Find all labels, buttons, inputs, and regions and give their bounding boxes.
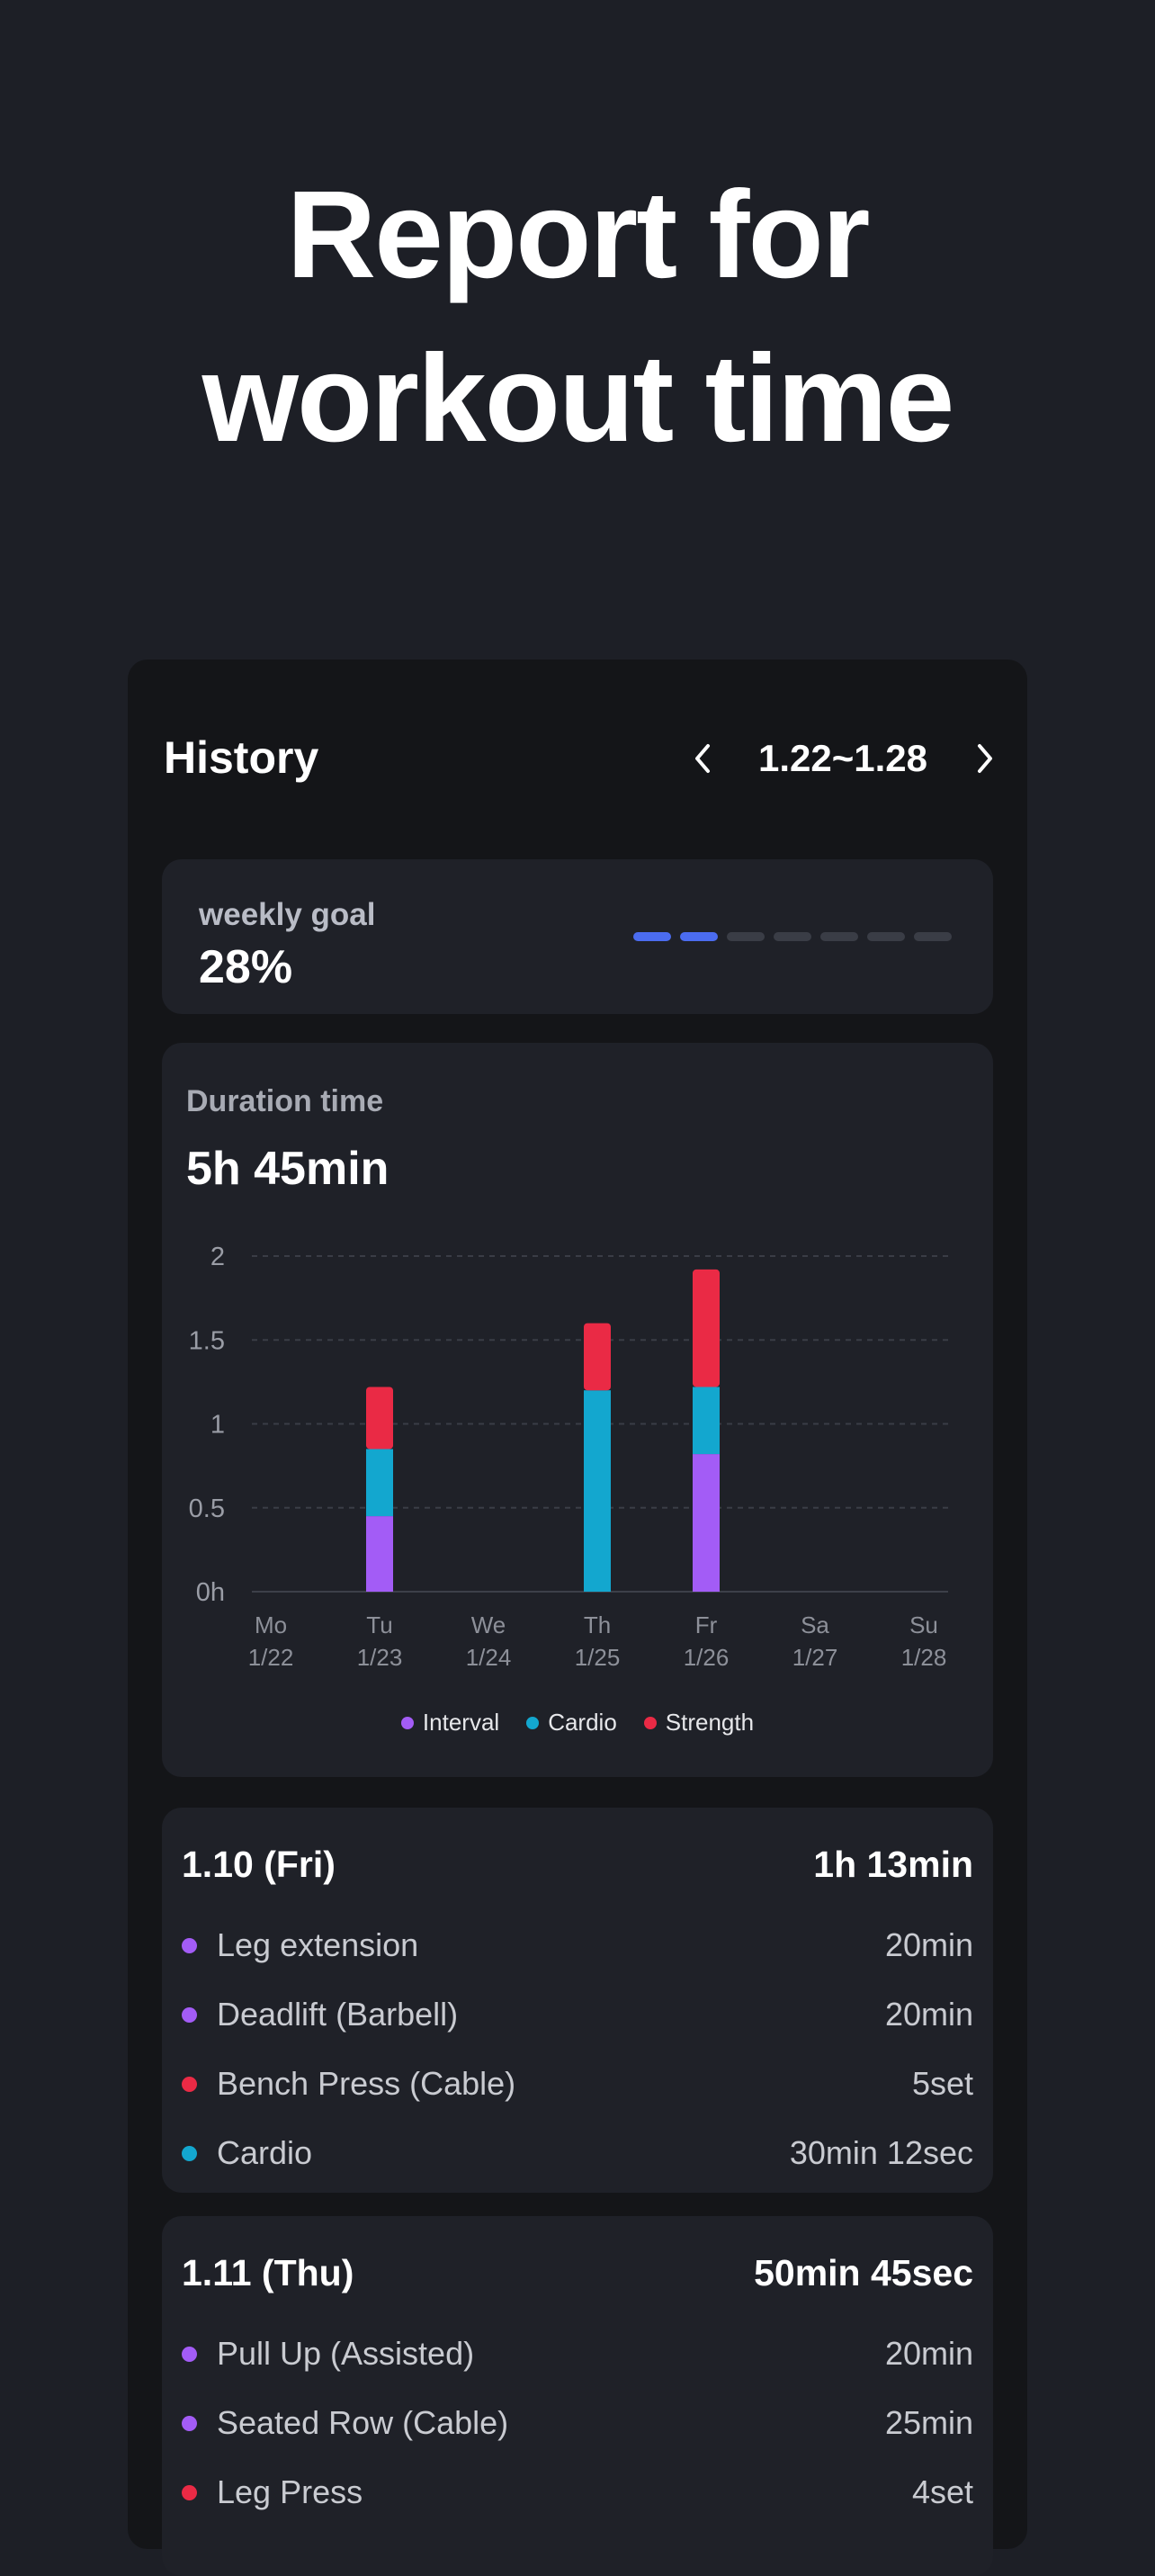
hero-line-1: Report for	[286, 166, 871, 304]
x-tick-label-date: 1/27	[792, 1644, 838, 1671]
history-panel: History 1.22~1.28 weekly goal 28% Durati…	[128, 660, 1027, 2576]
x-tick-label-day: Th	[584, 1611, 611, 1638]
exercise-row[interactable]: Cardio 30min 12sec	[182, 2131, 973, 2176]
weekly-goal-value: 28%	[199, 941, 293, 993]
exercise-name: Deadlift (Barbell)	[217, 1996, 459, 2033]
hero-title: Report for workout time	[0, 153, 1155, 480]
goal-segment	[680, 932, 718, 941]
duration-value: 5h 45min	[186, 1143, 389, 1195]
y-tick-label: 2	[210, 1243, 225, 1271]
legend-label: Strength	[665, 1709, 755, 1736]
exercise-name: Bench Press (Cable)	[217, 2065, 516, 2102]
date-range: 1.22~1.28	[757, 737, 927, 779]
exercise-name: Seated Row (Cable)	[217, 2404, 509, 2441]
goal-segment	[633, 932, 671, 941]
chevron-left-icon	[695, 744, 710, 773]
interval-dot-icon	[182, 1937, 197, 1953]
history-title: History	[164, 732, 319, 783]
exercise-name: Leg Press	[217, 2473, 363, 2510]
day-date: 1.11 (Thu)	[182, 2252, 354, 2293]
exercise-name: Leg extension	[217, 1926, 419, 1963]
chevron-right-icon	[978, 744, 992, 773]
duration-card: Duration time 5h 45min 0h 0.5 1 1.5 2 Mo 1/22 T…	[162, 1043, 993, 1777]
x-tick-label-day: Mo	[255, 1611, 287, 1638]
goal-segment	[727, 932, 765, 941]
next-week-button[interactable]	[962, 732, 1007, 785]
exercise-row[interactable]: Seated Row (Cable) 25min	[182, 2401, 973, 2446]
x-tick-label-date: 1/26	[684, 1644, 730, 1671]
legend-label: Interval	[422, 1709, 500, 1736]
bar-strength	[584, 1323, 611, 1391]
bar-cardio	[366, 1449, 393, 1517]
hero-line-2: workout time	[201, 329, 955, 468]
legend-item-interval: Interval	[400, 1709, 500, 1737]
exercise-name: Cardio	[217, 2134, 313, 2171]
exercise-value: 4set	[911, 2473, 973, 2510]
x-tick-label-day: We	[471, 1611, 506, 1638]
weekly-goal-card[interactable]: weekly goal 28%	[162, 859, 993, 1014]
x-tick-label-date: 1/28	[901, 1644, 947, 1671]
exercise-name: Pull Up (Assisted)	[217, 2335, 475, 2372]
interval-dot-icon	[182, 2346, 197, 2362]
x-tick-label-date: 1/22	[248, 1644, 294, 1671]
y-tick-label: 0.5	[189, 1494, 225, 1523]
strength-dot-icon	[182, 2076, 197, 2092]
bar-strength	[693, 1269, 720, 1387]
exercise-row[interactable]: Leg Press 4set	[182, 2470, 973, 2515]
goal-segment	[774, 932, 811, 941]
exercise-value: 25min	[884, 2404, 973, 2441]
cardio-dot-icon	[182, 2145, 197, 2161]
legend-item-strength: Strength	[643, 1709, 755, 1737]
legend-dot	[643, 1716, 657, 1729]
day-card[interactable]: 1.11 (Thu) 50min 45sec Pull Up (Assisted) 2…	[162, 2216, 993, 2576]
goal-segment	[867, 932, 905, 941]
legend-item-cardio: Cardio	[526, 1709, 617, 1737]
y-tick-label: 0h	[196, 1578, 225, 1607]
legend-label: Cardio	[548, 1709, 617, 1736]
bar-interval	[693, 1454, 720, 1592]
bar-cardio	[693, 1387, 720, 1455]
x-tick-label-day: Sa	[801, 1611, 829, 1638]
goal-segment	[914, 932, 952, 941]
strength-dot-icon	[182, 2484, 197, 2500]
exercise-row[interactable]: Pull Up (Assisted) 20min	[182, 2331, 973, 2376]
bar-interval	[366, 1516, 393, 1592]
y-tick-label: 1.5	[189, 1326, 225, 1355]
day-date: 1.10 (Fri)	[182, 1844, 336, 1885]
weekly-goal-label: weekly goal	[199, 897, 376, 932]
goal-segment	[820, 932, 858, 941]
exercise-value: 20min	[884, 1996, 973, 2033]
x-tick-label-date: 1/25	[575, 1644, 621, 1671]
chart-legend: Interval Cardio Strength	[162, 1709, 993, 1737]
duration-label: Duration time	[186, 1084, 384, 1118]
exercise-row[interactable]: Bench Press (Cable) 5set	[182, 2061, 973, 2106]
previous-week-button[interactable]	[680, 732, 725, 785]
bar-strength	[366, 1387, 393, 1450]
interval-dot-icon	[182, 2415, 197, 2431]
day-card[interactable]: 1.10 (Fri) 1h 13min Leg extension 20min Dead…	[162, 1808, 993, 2193]
duration-chart: 0h 0.5 1 1.5 2 Mo 1/22 Tu 1/23 We 1/24 Th 1/25 Fr 1/26…	[189, 1243, 948, 1671]
legend-dot	[526, 1716, 540, 1729]
exercise-value: 20min	[884, 1926, 973, 1963]
day-total: 1h 13min	[813, 1844, 973, 1885]
weekly-goal-progress	[633, 932, 952, 941]
interval-dot-icon	[182, 2006, 197, 2023]
x-tick-label-day: Tu	[366, 1611, 392, 1638]
exercise-value: 20min	[884, 2335, 973, 2372]
bar-cardio	[584, 1390, 611, 1592]
x-tick-label-date: 1/23	[357, 1644, 403, 1671]
x-tick-label-day: Fr	[695, 1611, 718, 1638]
y-tick-label: 1	[210, 1411, 225, 1440]
exercise-row[interactable]: Deadlift (Barbell) 20min	[182, 1992, 973, 2037]
exercise-value: 30min 12sec	[789, 2134, 973, 2171]
legend-dot	[400, 1716, 414, 1729]
exercise-value: 5set	[911, 2065, 973, 2102]
x-tick-label-date: 1/24	[466, 1644, 512, 1671]
exercise-row[interactable]: Leg extension 20min	[182, 1923, 973, 1968]
day-total: 50min 45sec	[754, 2252, 973, 2293]
x-tick-label-day: Su	[909, 1611, 938, 1638]
